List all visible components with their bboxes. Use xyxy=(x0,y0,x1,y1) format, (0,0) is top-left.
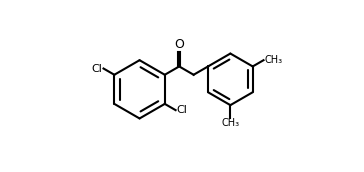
Text: Cl: Cl xyxy=(177,105,187,115)
Text: Cl: Cl xyxy=(92,63,103,73)
Text: CH₃: CH₃ xyxy=(264,55,282,65)
Text: CH₃: CH₃ xyxy=(221,119,240,128)
Text: O: O xyxy=(174,39,184,51)
